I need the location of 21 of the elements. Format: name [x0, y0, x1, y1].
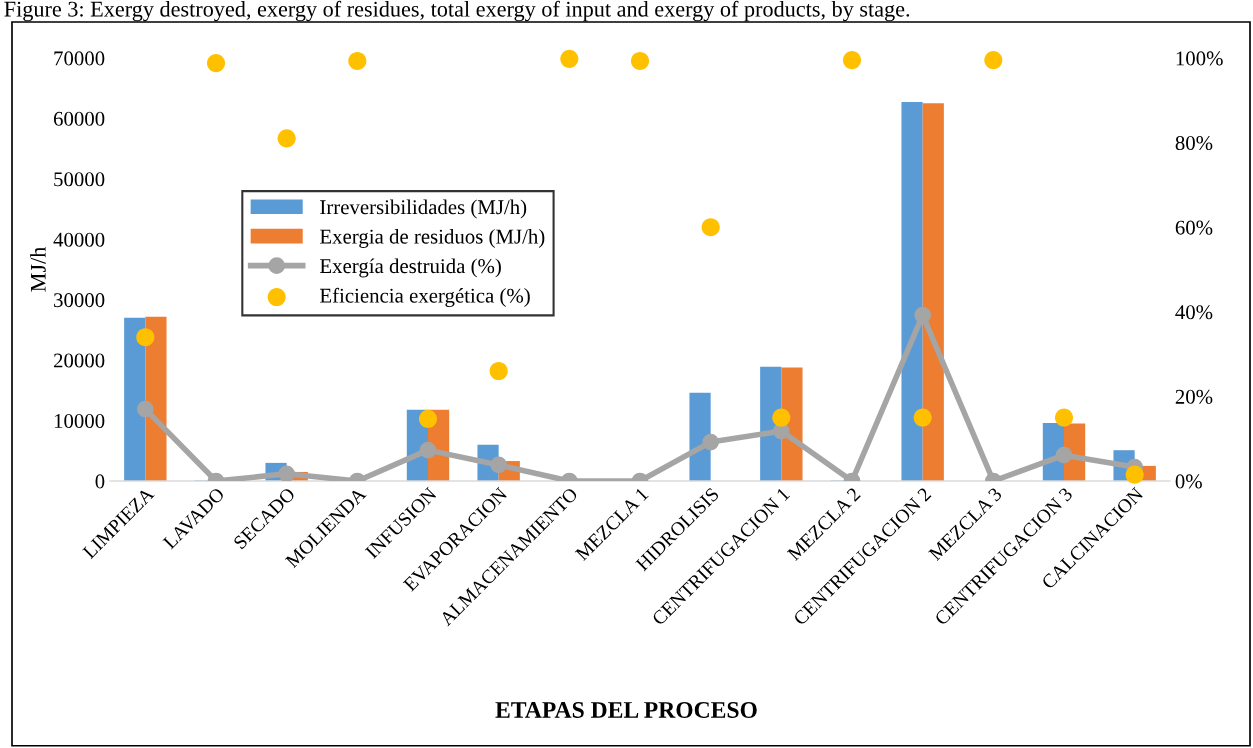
y2-tick-label: 40%: [1175, 305, 1213, 320]
chart-title: Figure 3: Exergy destroyed, exergy of residues, total exergy of input and exergy of products, by stage.: [4, 0, 910, 22]
y2-tick-label: 80%: [1175, 135, 1213, 151]
y2-tick-label: 100%: [1176, 51, 1223, 66]
y2-tick-label: 60%: [1175, 220, 1213, 235]
y2-tick-label: 20%: [1175, 389, 1213, 404]
x-axis-title: ETAPAS DEL PROCESO: [495, 702, 757, 718]
y2-tick-label: 0%: [1175, 474, 1202, 489]
y-axis-title: MJ/h: [30, 246, 46, 292]
y-tick-label: 60000: [53, 111, 105, 126]
y-tick-label: 30000: [54, 293, 105, 308]
y-tick-label: 10000: [54, 413, 105, 428]
legend-label: Exergía destruida (%): [320, 258, 501, 278]
y-tick-label: 70000: [54, 51, 105, 66]
y-tick-label: 0: [95, 474, 105, 489]
y-tick-label: 40000: [53, 232, 105, 247]
legend-label: Exergia de residuos (MJ/h): [320, 228, 545, 248]
legend-label: Irreversibilidades (MJ/h): [320, 199, 527, 219]
legend-label: Eficiencia exergética (%): [320, 287, 530, 308]
y-tick-label: 20000: [53, 353, 105, 368]
y-tick-label: 50000: [54, 172, 105, 187]
